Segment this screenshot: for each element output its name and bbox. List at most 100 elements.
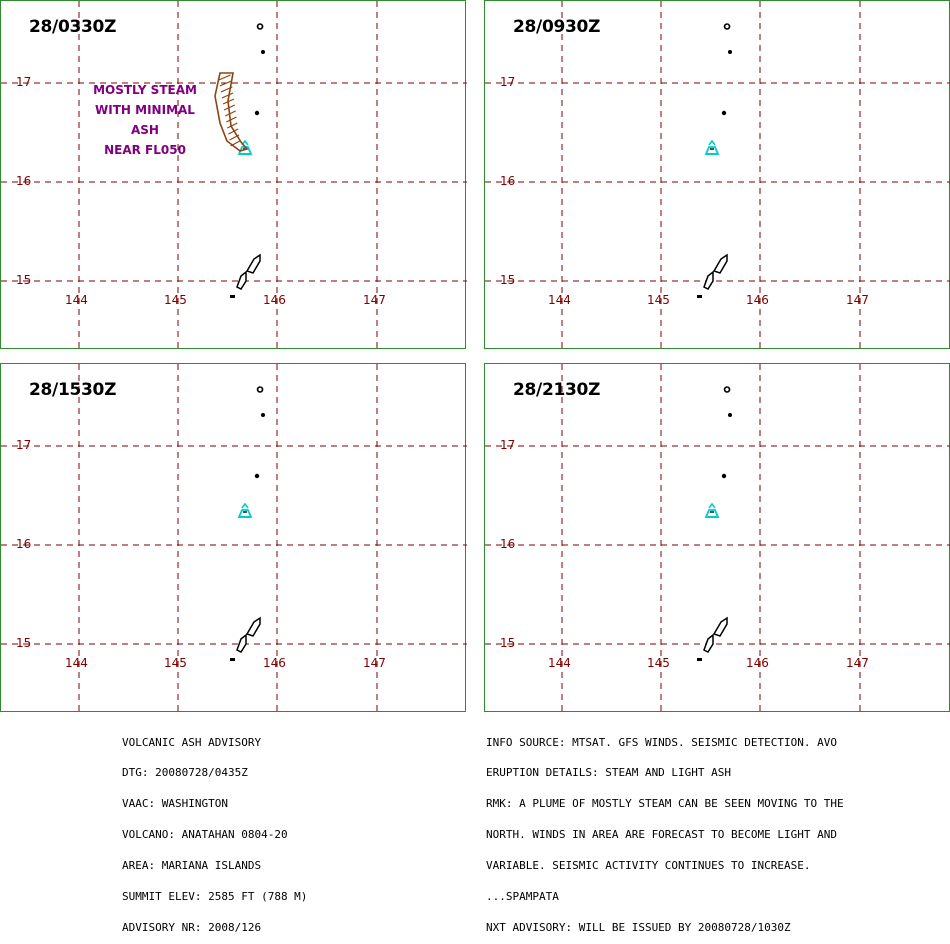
advisory-line: RMK: A PLUME OF MOSTLY STEAM CAN BE SEEN… <box>486 797 844 811</box>
longitude-label: 145 <box>164 293 187 307</box>
latitude-label: 15 <box>16 273 32 287</box>
island-farallon-de-pajaros <box>723 386 731 393</box>
island-agrihan <box>254 473 260 479</box>
ash-plume-area <box>214 72 249 152</box>
longitude-label: 144 <box>548 293 571 307</box>
plume-annotation: MOSTLY STEAM WITH MINIMAL ASH NEAR FL050 <box>81 80 209 160</box>
island-group <box>230 23 265 298</box>
volcano-cone <box>704 146 720 155</box>
latitude-label: 17 <box>500 438 516 452</box>
plume-hatch <box>222 98 235 105</box>
island-rota <box>697 658 702 661</box>
plume-hatch <box>220 86 233 93</box>
plume-hatch <box>219 80 232 87</box>
plume-hatch <box>221 92 234 99</box>
island-agrihan <box>721 473 727 479</box>
map-canvas <box>485 364 950 713</box>
latitude-label: 17 <box>16 75 32 89</box>
longitude-label: 145 <box>647 293 670 307</box>
island-farallon-de-pajaros <box>723 23 731 30</box>
forecast-panel-0930z: 28/0930Z 17 16 15 144 145 146 147 <box>484 0 950 350</box>
advisory-details-block: INFO SOURCE: MTSAT. GFS WINDS. SEISMIC D… <box>486 717 844 944</box>
longitude-label: 147 <box>846 656 869 670</box>
volcano-cone <box>237 509 253 518</box>
advisory-line: ...SPAMPATA <box>486 890 559 904</box>
advisory-line: VAAC: WASHINGTON <box>122 797 228 811</box>
latitude-label: 15 <box>16 636 32 650</box>
plume-hatch <box>228 128 239 135</box>
plume-hatch <box>218 74 231 81</box>
panel-time-label: 28/0930Z <box>513 17 601 37</box>
advisory-line: DTG: 20080728/0435Z <box>122 766 248 780</box>
latitude-label: 16 <box>500 174 516 188</box>
island-tinian <box>703 633 714 653</box>
advisory-line: NORTH. WINDS IN AREA ARE FORECAST TO BEC… <box>486 828 837 842</box>
panel-time-label: 28/1530Z <box>29 380 117 400</box>
island-group <box>697 386 732 661</box>
longitude-label: 146 <box>263 656 286 670</box>
annotation-line: MOSTLY STEAM <box>93 83 197 97</box>
forecast-panel-2130z: 28/2130Z 17 16 15 144 145 146 147 <box>484 363 950 713</box>
advisory-line: VOLCANIC ASH ADVISORY <box>122 735 262 749</box>
island-group <box>230 386 265 661</box>
island-rota <box>697 295 702 298</box>
advisory-line: ADVISORY NR: 2008/126 <box>122 920 262 934</box>
forecast-panel-1530z: 28/1530Z 17 16 15 144 145 146 147 <box>0 363 467 713</box>
plume-hatch <box>224 110 236 117</box>
volcano-icon <box>704 139 720 155</box>
volcano-plume-mark <box>708 139 716 146</box>
island-saipan <box>245 253 261 274</box>
panel-time-label: 28/2130Z <box>513 380 601 400</box>
latitude-label: 16 <box>500 537 516 551</box>
longitude-label: 144 <box>548 656 571 670</box>
island-maug <box>261 50 265 54</box>
advisory-line: NXT ADVISORY: WILL BE ISSUED BY 20080728… <box>486 920 791 934</box>
annotation-line: WITH MINIMAL ASH <box>95 103 195 137</box>
island-farallon-de-pajaros <box>256 23 264 30</box>
island-agrihan <box>721 110 727 116</box>
island-rota <box>230 295 235 298</box>
volcano-icon <box>237 502 253 518</box>
volcano-plume-mark <box>708 502 716 509</box>
volcano-cone <box>704 509 720 518</box>
volcano-plume-mark <box>241 502 249 509</box>
latitude-label: 17 <box>16 438 32 452</box>
longitude-label: 147 <box>363 656 386 670</box>
latitude-label: 17 <box>500 75 516 89</box>
map-canvas <box>485 1 950 350</box>
latitude-label: 16 <box>16 174 32 188</box>
plume-hatch <box>230 140 241 147</box>
island-agrihan <box>254 110 260 116</box>
advisory-line: VOLCANO: ANATAHAN 0804-20 <box>122 828 288 842</box>
longitude-label: 147 <box>363 293 386 307</box>
island-rota <box>230 658 235 661</box>
island-maug <box>728 50 732 54</box>
plume-hatch <box>223 104 236 111</box>
plume-hatch <box>227 122 238 129</box>
island-tinian <box>236 270 247 290</box>
longitude-label: 145 <box>647 656 670 670</box>
map-canvas <box>1 364 467 713</box>
island-tinian <box>703 270 714 290</box>
longitude-label: 146 <box>746 293 769 307</box>
advisory-header-block: VOLCANIC ASH ADVISORY DTG: 20080728/0435… <box>122 717 307 944</box>
volcano-icon <box>704 502 720 518</box>
advisory-line: INFO SOURCE: MTSAT. GFS WINDS. SEISMIC D… <box>486 735 837 749</box>
latitude-label: 15 <box>500 636 516 650</box>
island-farallon-de-pajaros <box>256 386 264 393</box>
plume-hatch <box>229 134 240 141</box>
island-saipan <box>712 616 728 637</box>
plume-outline <box>214 72 249 152</box>
longitude-label: 145 <box>164 656 187 670</box>
longitude-label: 147 <box>846 293 869 307</box>
forecast-panel-0330z: 28/0330Z MOSTLY STEAM WITH MINIMAL ASH N… <box>0 0 467 350</box>
advisory-line: ERUPTION DETAILS: STEAM AND LIGHT ASH <box>486 766 732 780</box>
longitude-label: 146 <box>263 293 286 307</box>
island-saipan <box>245 616 261 637</box>
advisory-line: VARIABLE. SEISMIC ACTIVITY CONTINUES TO … <box>486 859 811 873</box>
plume-hatch <box>225 116 237 123</box>
island-maug <box>261 413 265 417</box>
island-group <box>697 23 732 298</box>
annotation-line: NEAR FL050 <box>104 143 186 157</box>
longitude-label: 144 <box>65 656 88 670</box>
